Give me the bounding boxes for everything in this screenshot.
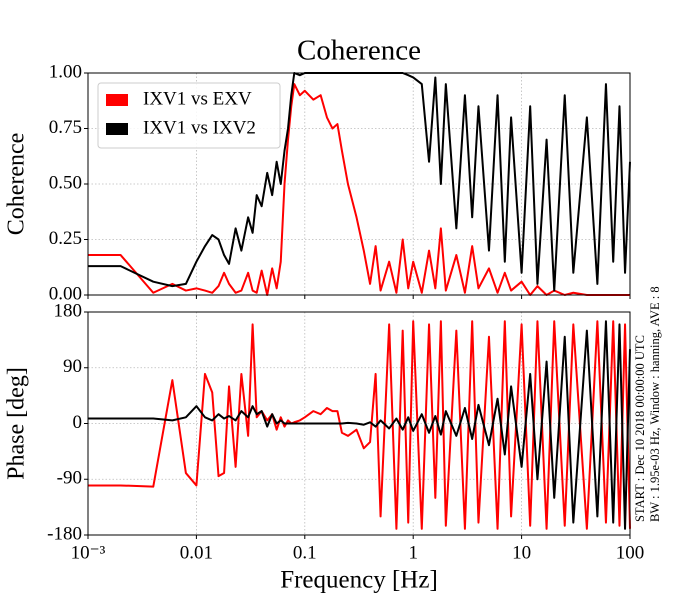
y-axis-label: Phase [deg]: [4, 367, 30, 480]
legend-swatch: [106, 94, 128, 106]
y-tick-label: 90: [63, 356, 82, 377]
plot-frame: [87, 72, 631, 296]
y-tick-label: 0.75: [49, 117, 82, 138]
legend-label: IXV1 vs EXV: [143, 88, 252, 109]
y-tick-label: 0.25: [49, 228, 82, 249]
x-tick-label: 10⁻³: [71, 542, 106, 563]
y-axis-label: Coherence: [4, 133, 30, 236]
legend-swatch: [106, 123, 128, 135]
x-tick-label: 0.01: [180, 542, 213, 563]
x-axis-label: Frequency [Hz]: [280, 567, 438, 594]
y-tick-label: 1.00: [49, 61, 82, 82]
x-tick-label: 1: [408, 542, 418, 563]
y-tick-label: -90: [57, 468, 82, 489]
chart-title: Coherence: [297, 35, 421, 67]
series-line: [88, 83, 630, 296]
y-tick-label: -180: [47, 523, 82, 544]
x-tick-label: 100: [616, 542, 645, 563]
y-tick-label: 0: [73, 412, 83, 433]
series-line: [88, 320, 631, 530]
y-tick-label: 180: [54, 300, 83, 321]
x-tick-label: 10: [512, 542, 531, 563]
legend-label: IXV1 vs IXV2: [143, 117, 256, 138]
plot-frame: [87, 311, 631, 536]
legend-frame: [97, 82, 281, 149]
legend: IXV1 vs EXV IXV1 vs IXV2: [97, 82, 281, 149]
y-tick-label: 0.00: [49, 283, 82, 304]
y-tick-label: 0.50: [49, 172, 82, 193]
annotation: BW : 1.95e-03 Hz, Window : hanning, AVE …: [648, 286, 662, 522]
x-tick-label: 0.1: [293, 542, 317, 563]
series-line: [88, 320, 631, 530]
annotation: START : Dec 10 2018 00:00:00 UTC: [633, 335, 647, 522]
